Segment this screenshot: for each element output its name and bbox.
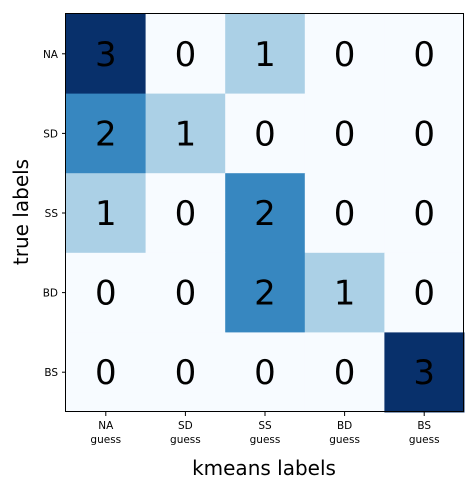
x-tick-label: SS [258, 420, 272, 432]
x-axis-ticks: NA guess SD guess SS guess BD guess BS guess [90, 412, 440, 446]
heatmap-cell [304, 173, 385, 254]
y-tick-label: SS [45, 208, 59, 220]
x-tick-label: NA [98, 420, 114, 432]
cell-value-label: 0 [95, 274, 117, 314]
heatmap-cell [145, 252, 226, 333]
heatmap-cell [384, 14, 465, 95]
x-tick-label: BS [417, 420, 431, 432]
heatmap-cell [304, 252, 385, 333]
heatmap-cell [384, 93, 465, 174]
cell-value-label: 0 [175, 35, 197, 75]
heatmap-cell [225, 93, 306, 174]
cell-value-label: 0 [334, 114, 356, 154]
heatmap-cell [304, 332, 385, 413]
cell-value-label: 0 [413, 114, 435, 154]
cell-value-label: 2 [254, 194, 276, 234]
x-tick-label: SD [178, 420, 193, 432]
cell-value-label: 0 [334, 194, 356, 234]
heatmap-cell-labels: 3 0 1 0 0 2 1 0 0 0 1 0 2 0 0 0 0 2 1 0 0 0 0 0 3 [95, 35, 435, 393]
heatmap-cell [66, 252, 147, 333]
heatmap-cell [145, 93, 226, 174]
heatmap-cell [304, 14, 385, 95]
cell-value-label: 0 [413, 35, 435, 75]
cell-value-label: 1 [254, 35, 276, 75]
cell-value-label: 0 [175, 274, 197, 314]
heatmap-cell [225, 252, 306, 333]
x-axis-label: kmeans labels [192, 456, 336, 480]
cell-value-label: 0 [175, 194, 197, 234]
cell-value-label: 0 [334, 353, 356, 393]
cell-value-label: 2 [95, 114, 117, 154]
heatmap-cell [225, 173, 306, 254]
cell-value-label: 3 [95, 35, 117, 75]
cell-value-label: 1 [334, 274, 356, 314]
y-tick-label: BS [44, 367, 58, 379]
cell-value-label: 2 [254, 274, 276, 314]
y-tick-label: BD [43, 288, 58, 300]
x-tick-label: guess [409, 434, 440, 446]
heatmap-cells [66, 14, 465, 413]
y-axis-label: true labels [9, 159, 33, 265]
x-tick-label: BD [337, 420, 352, 432]
x-tick-label: guess [90, 434, 121, 446]
heatmap-cell [384, 173, 465, 254]
heatmap-cell [145, 173, 226, 254]
x-tick-label: guess [250, 434, 281, 446]
heatmap-cell [66, 93, 147, 174]
cell-value-label: 0 [254, 114, 276, 154]
cell-value-label: 0 [413, 274, 435, 314]
cell-value-label: 0 [413, 194, 435, 234]
heatmap-cell [384, 252, 465, 333]
heatmap-cell [66, 173, 147, 254]
heatmap-cell [304, 93, 385, 174]
cell-value-label: 3 [413, 353, 435, 393]
cell-value-label: 0 [334, 35, 356, 75]
cell-value-label: 1 [95, 194, 117, 234]
heatmap-cell [145, 332, 226, 413]
x-tick-label: guess [329, 434, 360, 446]
cell-value-label: 0 [254, 353, 276, 393]
y-tick-label: NA [43, 49, 59, 61]
cell-value-label: 1 [175, 114, 197, 154]
heatmap-cell [66, 14, 147, 95]
x-tick-label: guess [170, 434, 201, 446]
cell-value-label: 0 [95, 353, 117, 393]
y-tick-label: SD [43, 128, 58, 140]
heatmap-cell [145, 14, 226, 95]
heatmap-cell [384, 332, 465, 413]
heatmap-cell [225, 14, 306, 95]
y-axis-ticks: NA SD SS BD BS [43, 49, 66, 379]
heatmap-cell [225, 332, 306, 413]
cell-value-label: 0 [175, 353, 197, 393]
heatmap-cell [66, 332, 147, 413]
